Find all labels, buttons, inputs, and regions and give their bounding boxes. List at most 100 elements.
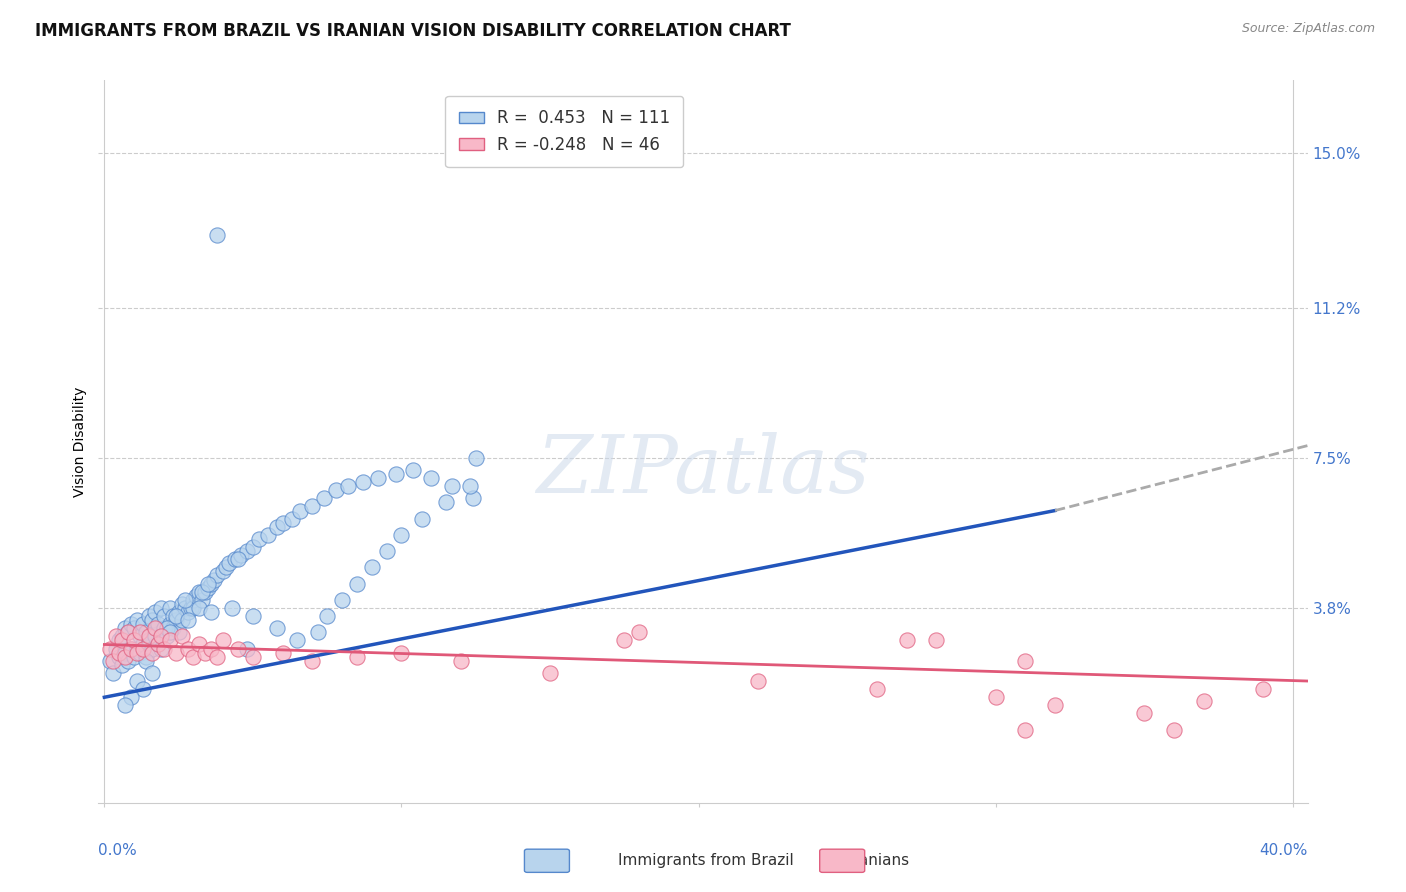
Point [1251, 682, 1274, 697]
Point [149, 629, 172, 643]
Point [180, 601, 202, 615]
Point [207, 227, 229, 242]
Point [129, 625, 152, 640]
Point [628, 625, 651, 640]
Point [138, 609, 160, 624]
Point [156, 629, 179, 643]
Point [159, 617, 181, 632]
Point [141, 613, 163, 627]
Point [120, 641, 142, 656]
Point [114, 646, 136, 660]
Point [226, 552, 249, 566]
Point [266, 621, 288, 635]
Point [325, 483, 347, 498]
Point [226, 641, 249, 656]
Point [141, 641, 163, 656]
Point [360, 560, 382, 574]
Point [221, 601, 243, 615]
Point [165, 609, 187, 624]
Point [1133, 706, 1156, 721]
Point [384, 467, 406, 481]
Point [538, 665, 561, 680]
Point [108, 633, 131, 648]
Point [170, 597, 193, 611]
Point [135, 649, 157, 664]
Point [135, 654, 157, 668]
Point [236, 641, 259, 656]
Point [896, 633, 918, 648]
Point [461, 491, 484, 506]
Point [280, 511, 302, 525]
Point [984, 690, 1007, 705]
Point [458, 479, 481, 493]
Point [1043, 698, 1066, 713]
Point [191, 584, 214, 599]
Point [129, 646, 152, 660]
Point [375, 544, 398, 558]
Point [229, 548, 252, 562]
Point [186, 589, 208, 603]
Point [183, 592, 205, 607]
Point [176, 641, 198, 656]
Point [314, 491, 336, 506]
Point [108, 646, 131, 660]
Point [117, 654, 139, 668]
Point [464, 450, 486, 465]
Point [1014, 654, 1036, 668]
Point [194, 584, 217, 599]
Point [183, 649, 205, 664]
Point [176, 605, 198, 619]
Point [1014, 723, 1036, 737]
Point [149, 601, 172, 615]
Point [247, 532, 270, 546]
Point [207, 649, 229, 664]
Text: IMMIGRANTS FROM BRAZIL VS IRANIAN VISION DISABILITY CORRELATION CHART: IMMIGRANTS FROM BRAZIL VS IRANIAN VISION… [35, 22, 792, 40]
Point [183, 601, 205, 615]
Point [411, 511, 433, 525]
Point [103, 654, 125, 668]
Text: ZIPatlas: ZIPatlas [536, 432, 870, 509]
Point [271, 516, 294, 530]
Point [132, 641, 155, 656]
Point [120, 617, 142, 632]
Point [200, 605, 222, 619]
Point [111, 657, 134, 672]
Point [242, 540, 264, 554]
Point [159, 633, 181, 648]
Y-axis label: Vision Disability: Vision Disability [73, 386, 87, 497]
Point [236, 544, 259, 558]
Point [111, 633, 134, 648]
Point [117, 625, 139, 640]
Point [146, 638, 169, 652]
Point [391, 528, 413, 542]
Point [114, 649, 136, 664]
Point [156, 621, 179, 635]
Point [346, 576, 368, 591]
Point [98, 654, 121, 668]
Point [111, 629, 134, 643]
Point [132, 638, 155, 652]
Point [114, 621, 136, 635]
Point [152, 641, 174, 656]
Point [167, 605, 190, 619]
Point [402, 463, 425, 477]
Point [143, 629, 166, 643]
Point [129, 629, 152, 643]
Point [122, 649, 145, 664]
Point [135, 625, 157, 640]
Point [141, 665, 163, 680]
Point [122, 621, 145, 635]
Point [138, 633, 160, 648]
Text: 0.0%: 0.0% [98, 843, 138, 857]
Text: Immigrants from Brazil: Immigrants from Brazil [619, 854, 794, 869]
Point [197, 581, 219, 595]
Point [352, 475, 374, 490]
Legend: R =  0.453   N = 111, R = -0.248   N = 46: R = 0.453 N = 111, R = -0.248 N = 46 [446, 95, 683, 167]
Point [105, 629, 128, 643]
Point [125, 673, 148, 688]
Point [191, 592, 214, 607]
Point [152, 609, 174, 624]
Point [122, 633, 145, 648]
Point [218, 557, 240, 571]
Point [159, 601, 181, 615]
